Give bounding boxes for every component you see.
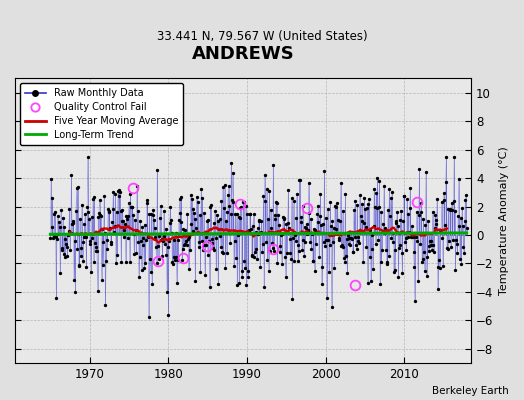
Y-axis label: Temperature Anomaly (°C): Temperature Anomaly (°C) xyxy=(499,146,509,295)
Text: 33.441 N, 79.567 W (United States): 33.441 N, 79.567 W (United States) xyxy=(157,30,367,43)
Text: Berkeley Earth: Berkeley Earth xyxy=(432,386,508,396)
Title: ANDREWS: ANDREWS xyxy=(192,45,294,63)
Legend: Raw Monthly Data, Quality Control Fail, Five Year Moving Average, Long-Term Tren: Raw Monthly Data, Quality Control Fail, … xyxy=(20,83,183,145)
